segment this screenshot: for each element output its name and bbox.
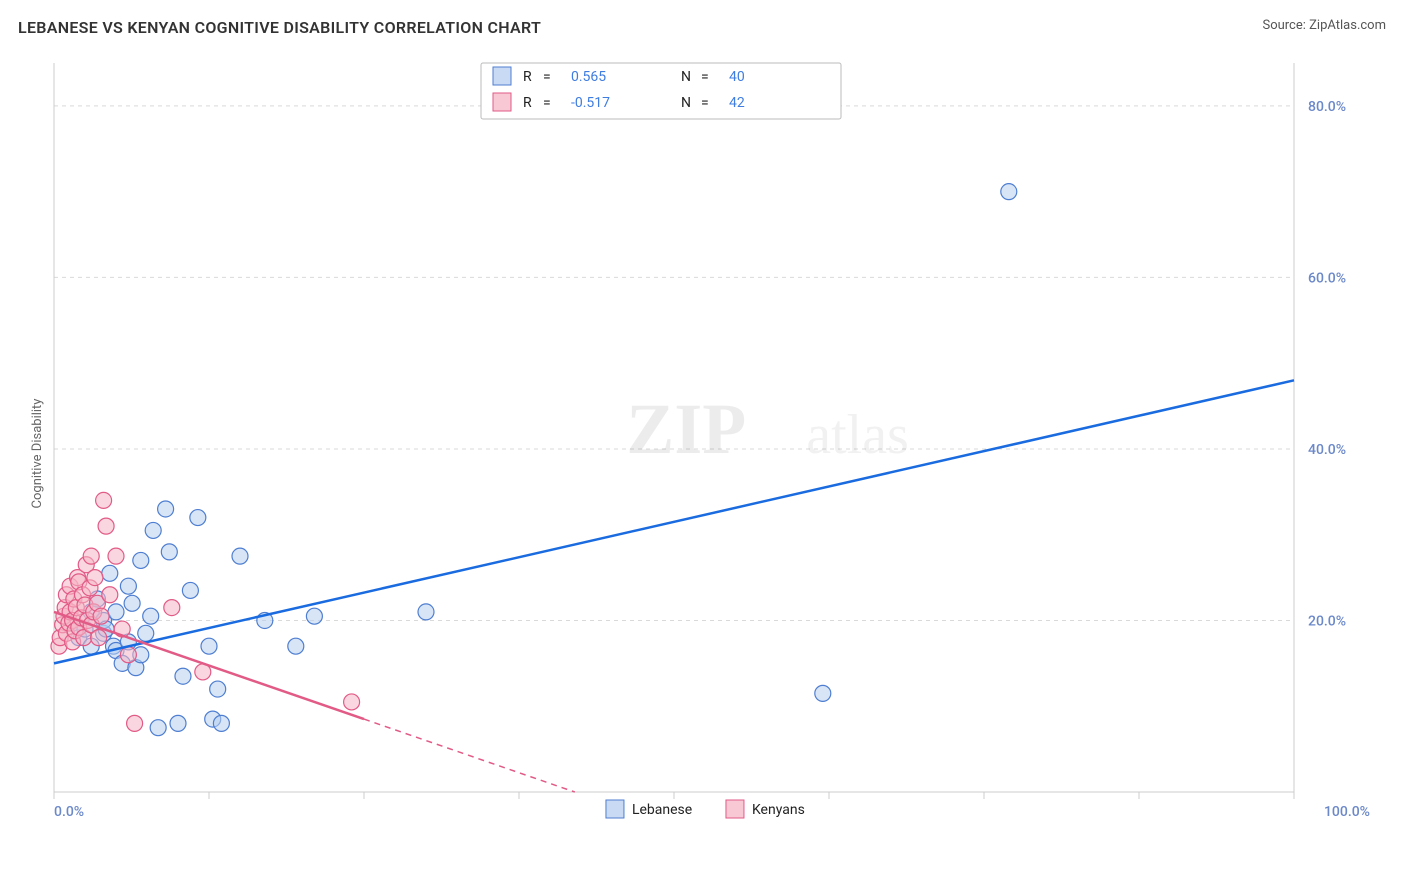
svg-text:atlas: atlas [806,404,909,466]
svg-text:0.0%: 0.0% [54,804,84,820]
svg-text:40: 40 [729,69,745,85]
svg-text:=: = [701,69,709,85]
svg-text:20.0%: 20.0% [1308,613,1346,629]
svg-text:0.565: 0.565 [571,69,606,85]
svg-text:-0.517: -0.517 [571,95,610,111]
svg-text:60.0%: 60.0% [1308,270,1346,286]
svg-text:R: R [523,69,532,85]
svg-text:N: N [681,69,691,85]
source-value: ZipAtlas.com [1309,18,1386,33]
svg-text:40.0%: 40.0% [1308,442,1346,458]
chart-plot-area: 20.0% 40.0% 60.0% 80.0% ZIP atlas 0.0% 100.0% R =… [44,55,1382,820]
svg-text:=: = [543,95,551,111]
svg-text:ZIP: ZIP [626,389,746,469]
svg-text:=: = [543,69,551,85]
svg-text:Lebanese: Lebanese [632,802,692,818]
chart-svg: 20.0% 40.0% 60.0% 80.0% ZIP atlas 0.0% 100.0% R =… [44,55,1382,820]
chart-source: Source: ZipAtlas.com [1262,18,1386,33]
y-axis-label: Cognitive Disability [30,399,45,509]
source-prefix: Source: [1262,18,1309,33]
svg-text:N: N [681,95,691,111]
svg-text:R: R [523,95,532,111]
svg-text:100.0%: 100.0% [1324,804,1370,820]
svg-text:80.0%: 80.0% [1308,99,1346,115]
svg-text:42: 42 [729,95,745,111]
svg-text:=: = [701,95,709,111]
chart-title: LEBANESE VS KENYAN COGNITIVE DISABILITY … [18,18,541,37]
svg-text:Kenyans: Kenyans [752,802,805,818]
